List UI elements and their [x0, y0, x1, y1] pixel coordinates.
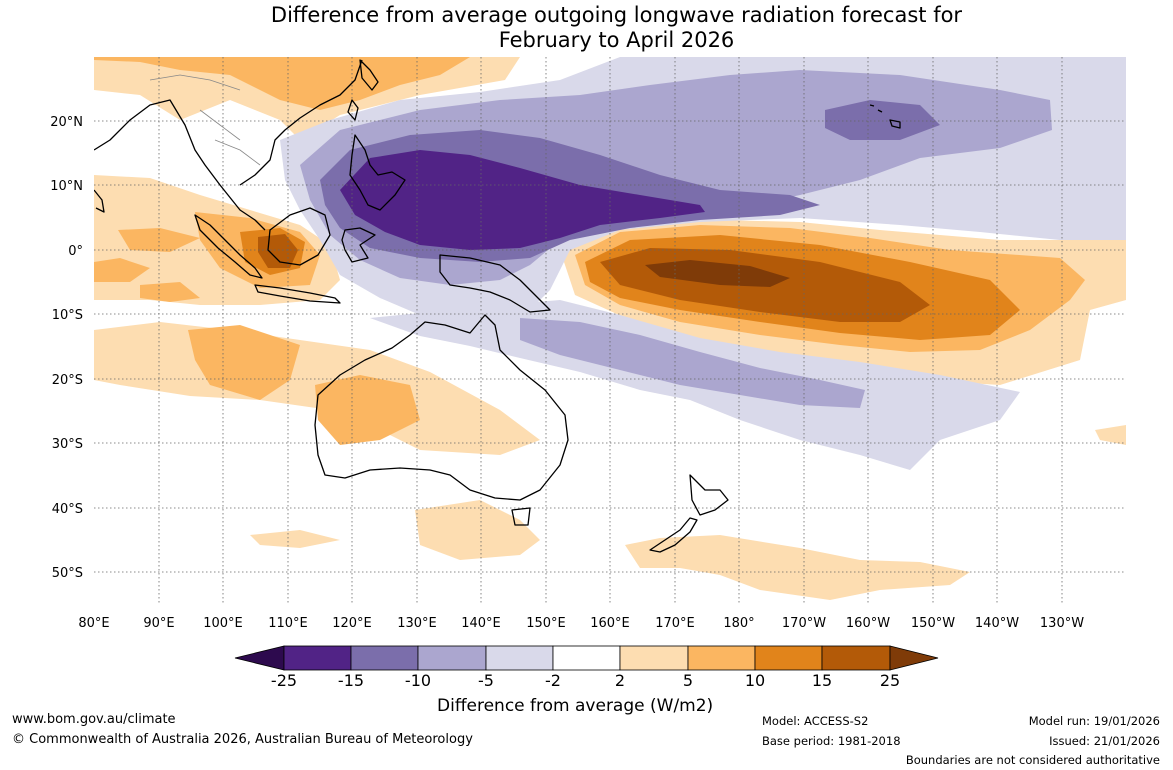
lat-label: 10°S: [52, 308, 83, 323]
lon-label: 170°W: [782, 616, 826, 631]
colorbar-label: -15: [337, 671, 365, 690]
anomaly-region: [645, 260, 790, 287]
model-run-date: Model run: 19/01/2026: [1028, 714, 1160, 728]
colorbar-bin: [821, 645, 891, 671]
boundary-disclaimer: Boundaries are not considered authoritat…: [905, 753, 1160, 767]
lat-label: 30°S: [52, 437, 83, 452]
map-title: Difference from average outgoing longwav…: [0, 3, 1173, 53]
anomaly-region: [250, 530, 340, 548]
lon-label: 130°W: [1040, 616, 1084, 631]
lat-label: 20°S: [52, 373, 83, 388]
anomaly-field: [94, 57, 1126, 603]
colorbar-bin: [687, 645, 756, 671]
coastline-nz-north: [689, 474, 729, 516]
lon-label: 170°E: [655, 616, 695, 631]
lon-label: 140°W: [975, 616, 1019, 631]
model-name: Model: ACCESS-S2: [762, 714, 869, 728]
coastline-taiwan: [347, 99, 359, 121]
lon-label: 140°E: [461, 616, 501, 631]
colorbar-bin: [619, 645, 689, 671]
lat-label: 20°N: [50, 115, 83, 130]
anomaly-region: [118, 228, 200, 252]
issued-date: Issued: 21/01/2026: [1049, 734, 1160, 748]
colorbar-label: -10: [404, 671, 432, 690]
coastline-asia: [94, 59, 363, 231]
lon-label: 80°E: [78, 616, 109, 631]
lon-label: 160°W: [846, 616, 890, 631]
coastline-philippines: [349, 134, 406, 211]
graticule: [94, 57, 1126, 603]
base-period: Base period: 1981-2018: [762, 734, 901, 748]
title-line-2: February to April 2026: [498, 28, 735, 52]
colorbar-label: -5: [478, 671, 494, 690]
lon-label: 120°E: [332, 616, 372, 631]
colorbar-bin: [417, 645, 487, 671]
colorbar-label: 10: [744, 671, 766, 690]
coastline-tasmania: [511, 507, 531, 526]
lon-label: 100°E: [203, 616, 243, 631]
colorbar-label: -25: [270, 671, 298, 690]
anomaly-region: [94, 57, 470, 110]
coastline-sulawesi: [341, 227, 376, 263]
anomaly-region: [315, 375, 420, 445]
lat-label: 0°: [68, 244, 83, 259]
lon-label: 150°W: [911, 616, 955, 631]
lon-label: 180°: [723, 616, 754, 631]
colorbar: [234, 645, 939, 671]
anomaly-region: [1095, 425, 1126, 445]
colorbar-label: 5: [682, 671, 694, 690]
colorbar-bin: [485, 645, 554, 671]
anomaly-region: [520, 318, 865, 408]
coastline-japan: [359, 59, 379, 91]
lat-labels: 20°N 10°N 0° 10°S 20°S 30°S 40°S 50°S: [50, 115, 83, 581]
lon-label: 150°E: [526, 616, 566, 631]
anomaly-region: [825, 100, 940, 140]
anomaly-region: [415, 500, 540, 560]
colorbar-label: -2: [545, 671, 561, 690]
colorbar-above-max: [889, 645, 939, 671]
coastline-nz-south: [649, 517, 698, 553]
coastline-sumatra: [194, 214, 263, 279]
anomaly-region: [625, 535, 970, 600]
colorbar-label: 15: [811, 671, 833, 690]
website-link[interactable]: www.bom.gov.au/climate: [12, 712, 176, 727]
country-borders: [149, 74, 261, 166]
coastline-australia: [314, 314, 569, 501]
colorbar-label: 2: [614, 671, 626, 690]
lon-label: 90°E: [143, 616, 174, 631]
coastline-india-tip: [94, 189, 105, 213]
title-line-1: Difference from average outgoing longwav…: [270, 3, 963, 27]
coastline-borneo: [267, 207, 331, 266]
coastline-new-guinea: [439, 254, 551, 313]
lon-label: 130°E: [397, 616, 437, 631]
colorbar-bin: [552, 645, 621, 671]
lon-label: 110°E: [268, 616, 308, 631]
anomaly-region: [94, 258, 150, 282]
lat-label: 40°S: [52, 502, 83, 517]
colorbar-bin: [754, 645, 823, 671]
coastlines: [94, 59, 901, 553]
colorbar-title: Difference from average (W/m2): [437, 696, 714, 716]
coastline-java: [254, 284, 341, 304]
copyright-notice: © Commonwealth of Australia 2026, Austra…: [12, 732, 473, 747]
lon-labels: 80°E 90°E 100°E 110°E 120°E 130°E 140°E …: [78, 616, 1084, 631]
colorbar-label: 25: [879, 671, 901, 690]
colorbar-below-min: [234, 645, 285, 671]
coastline-hawaii: [869, 104, 901, 129]
colorbar-bin: [283, 645, 352, 671]
lat-label: 10°N: [50, 179, 83, 194]
anomaly-region: [140, 282, 200, 302]
anomaly-region: [188, 325, 300, 400]
lon-label: 160°E: [590, 616, 630, 631]
colorbar-bin: [350, 645, 419, 671]
lat-label: 50°S: [52, 566, 83, 581]
anomaly-region: [340, 150, 705, 250]
